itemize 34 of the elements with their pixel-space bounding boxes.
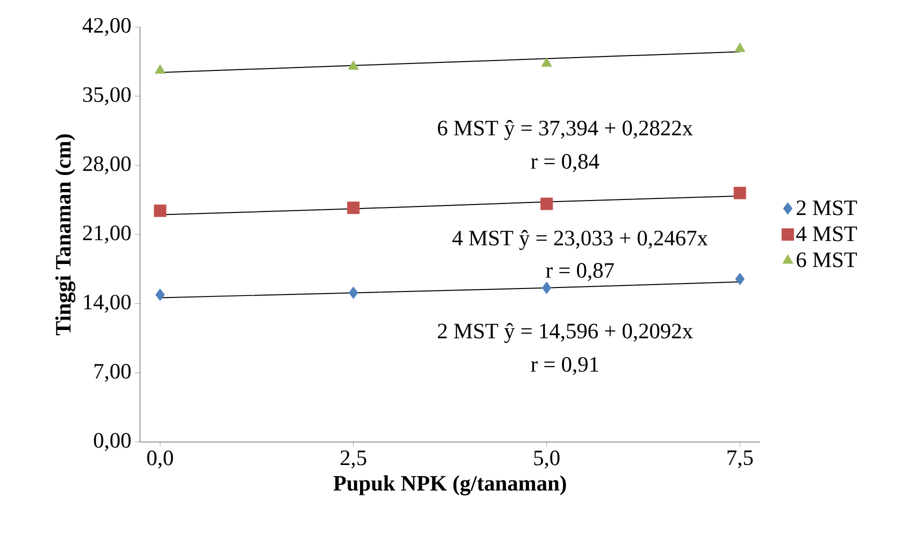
annotation: 2 MST ŷ = 14,596 + 0,2092x <box>438 322 693 343</box>
point <box>735 272 745 286</box>
annotation: r = 0,91 <box>530 357 598 375</box>
point <box>348 60 359 70</box>
point <box>348 286 358 299</box>
y-tick-label: 42,00 <box>82 18 131 36</box>
point <box>154 64 166 74</box>
x-tick-label: 5,0 <box>534 450 560 468</box>
x-axis-title: Pupuk NPK (g/tanaman) <box>333 475 566 496</box>
point <box>154 204 166 217</box>
point <box>155 288 165 301</box>
point <box>734 186 746 200</box>
annotation: r = 0,84 <box>530 154 600 172</box>
x-tick-label: 2,5 <box>340 450 366 468</box>
x-tick-label: 0,0 <box>147 450 173 468</box>
legend-label: 4 MST <box>796 226 857 242</box>
y-tick-label: 35,00 <box>83 87 131 106</box>
annotation: 6 MST ŷ = 37,394 + 0,2822x <box>438 120 693 140</box>
y-tick-label: 21,00 <box>83 226 131 244</box>
y-tick-label: 14,00 <box>84 294 131 313</box>
y-tick-label: 0,00 <box>94 433 131 451</box>
point <box>347 202 360 214</box>
annotation: 4 MST ŷ = 23,033 + 0,2467x <box>452 230 708 250</box>
point <box>542 282 552 294</box>
annotation: r = 0,87 <box>546 263 614 281</box>
point <box>540 198 553 210</box>
y-tick-label: 28,00 <box>83 156 131 174</box>
point <box>541 57 552 67</box>
legend-label: 6 MST <box>796 252 857 268</box>
point <box>734 42 746 52</box>
y-tick-label: 7,00 <box>94 364 131 382</box>
x-tick-label: 7,5 <box>728 450 753 468</box>
y-axis-title: Tinggi Tanaman (cm) <box>55 134 76 336</box>
legend-label: 2 MST <box>796 200 857 216</box>
